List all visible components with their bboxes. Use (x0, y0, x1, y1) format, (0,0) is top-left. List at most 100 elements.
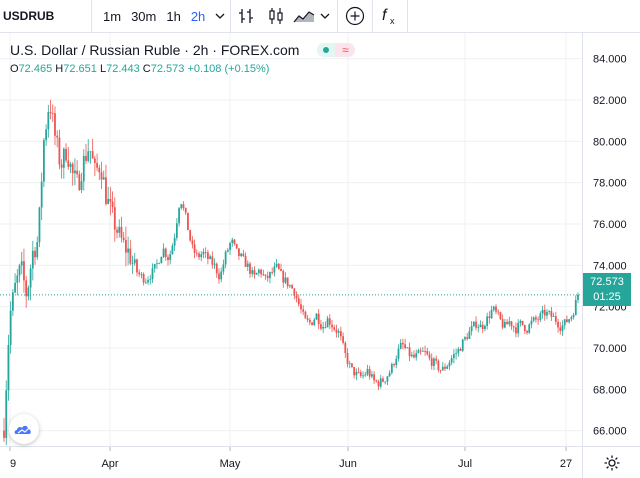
candle-body (9, 310, 12, 345)
interval-1h-button[interactable]: 1h (166, 8, 181, 24)
candle-body (402, 342, 404, 345)
candle-body (173, 237, 176, 246)
candle-body (273, 266, 276, 273)
candle-body (512, 326, 515, 328)
toolbar-divider (337, 0, 339, 33)
bar-style-button[interactable] (231, 0, 261, 33)
candle-body (76, 170, 79, 175)
candle-style-button[interactable] (261, 0, 291, 33)
candle-body (481, 324, 484, 330)
candle-body (534, 317, 537, 320)
candle-body (357, 371, 360, 373)
candle-body (386, 376, 389, 382)
bar-style-icon (239, 9, 254, 23)
candle-body (98, 167, 101, 173)
candle-body (421, 350, 424, 352)
candle-body (193, 244, 196, 253)
legend-symbol-title[interactable]: U.S. Dollar / Russian Ruble · 2h · FOREX… (10, 42, 300, 58)
candle-body (87, 151, 90, 161)
candle-body (364, 374, 367, 376)
tradingview-logo[interactable] (9, 414, 39, 444)
time-axis[interactable]: 9 Apr May Jun Jul 27 (0, 446, 582, 478)
candle-body (333, 327, 336, 330)
candle-body (142, 274, 145, 283)
candle-body (249, 263, 251, 274)
candle-body (74, 170, 76, 174)
market-status-icon[interactable] (317, 43, 336, 57)
candle-body (171, 245, 174, 255)
candle-body (450, 358, 453, 363)
symbol-search-button[interactable]: USDRUB (0, 0, 92, 33)
candle-body (541, 309, 544, 314)
price-axis[interactable]: 84.000 82.000 80.000 78.000 76.000 74.000 72.0… (582, 33, 640, 446)
candle-body (293, 288, 296, 296)
candle-body (461, 339, 464, 351)
candle-body (384, 381, 387, 383)
candle-body (339, 331, 342, 337)
svg-text:f: f (382, 7, 388, 24)
candle-body (144, 282, 147, 284)
candle-body (5, 390, 8, 438)
candle-body (127, 248, 130, 253)
candle-body (198, 253, 200, 258)
interval-30m-button[interactable]: 30m (131, 8, 157, 24)
candle-body (495, 306, 497, 312)
interval-1m-button[interactable]: 1m (103, 8, 122, 24)
toolbar-divider (372, 0, 374, 33)
candle-body (528, 324, 531, 333)
open-value: 72.465 (18, 63, 53, 75)
candle-body (464, 337, 466, 340)
candle-body (107, 198, 110, 204)
candle-body (426, 350, 429, 355)
candle-body (523, 325, 526, 331)
candle-body (277, 263, 280, 270)
candle-body (140, 274, 143, 275)
candle-body (382, 378, 384, 382)
candle-body (313, 319, 316, 326)
candle-body (526, 330, 528, 333)
candle-body (315, 313, 318, 320)
candle-body (552, 316, 555, 317)
candle-body (91, 151, 94, 159)
candle-body (195, 252, 198, 254)
candlestick-chart[interactable] (0, 33, 582, 446)
open-label: O (10, 63, 19, 75)
interval-dropdown-button[interactable] (210, 0, 230, 33)
candle-body (517, 322, 520, 334)
candle-body (71, 163, 74, 174)
compare-button[interactable] (338, 0, 372, 33)
chart-pane[interactable] (0, 33, 582, 446)
candle-body (566, 319, 568, 323)
candle-body (320, 324, 322, 329)
delayed-data-icon[interactable]: ≈ (335, 43, 356, 57)
area-style-button[interactable] (291, 0, 317, 33)
candle-body (40, 181, 43, 208)
svg-text:x: x (390, 16, 395, 26)
chart-style-dropdown-button[interactable] (317, 0, 333, 33)
time-tick-label: Jul (458, 458, 472, 470)
high-label: H (55, 63, 64, 75)
candle-body (136, 259, 138, 273)
candle-body (430, 358, 433, 366)
candle-body (244, 255, 247, 267)
candle-body (413, 354, 415, 358)
candle-body (231, 239, 234, 243)
candle-body (3, 430, 5, 438)
candle-body (85, 155, 87, 161)
high-value: 72.651 (63, 63, 97, 75)
price-tick-label: 76.000 (593, 219, 627, 231)
candle-body (213, 263, 216, 265)
candle-body (444, 366, 446, 369)
candle-body (251, 270, 254, 274)
candle-body (49, 112, 52, 114)
interval-2h-button[interactable]: 2h (190, 8, 206, 24)
candle-body (515, 327, 517, 334)
candle-body (568, 319, 571, 323)
candle-body (100, 172, 103, 180)
candle-body (452, 354, 455, 359)
chart-settings-button[interactable] (582, 446, 640, 478)
candle-body (78, 174, 81, 190)
candle-body (242, 253, 245, 256)
candle-body (342, 336, 344, 343)
